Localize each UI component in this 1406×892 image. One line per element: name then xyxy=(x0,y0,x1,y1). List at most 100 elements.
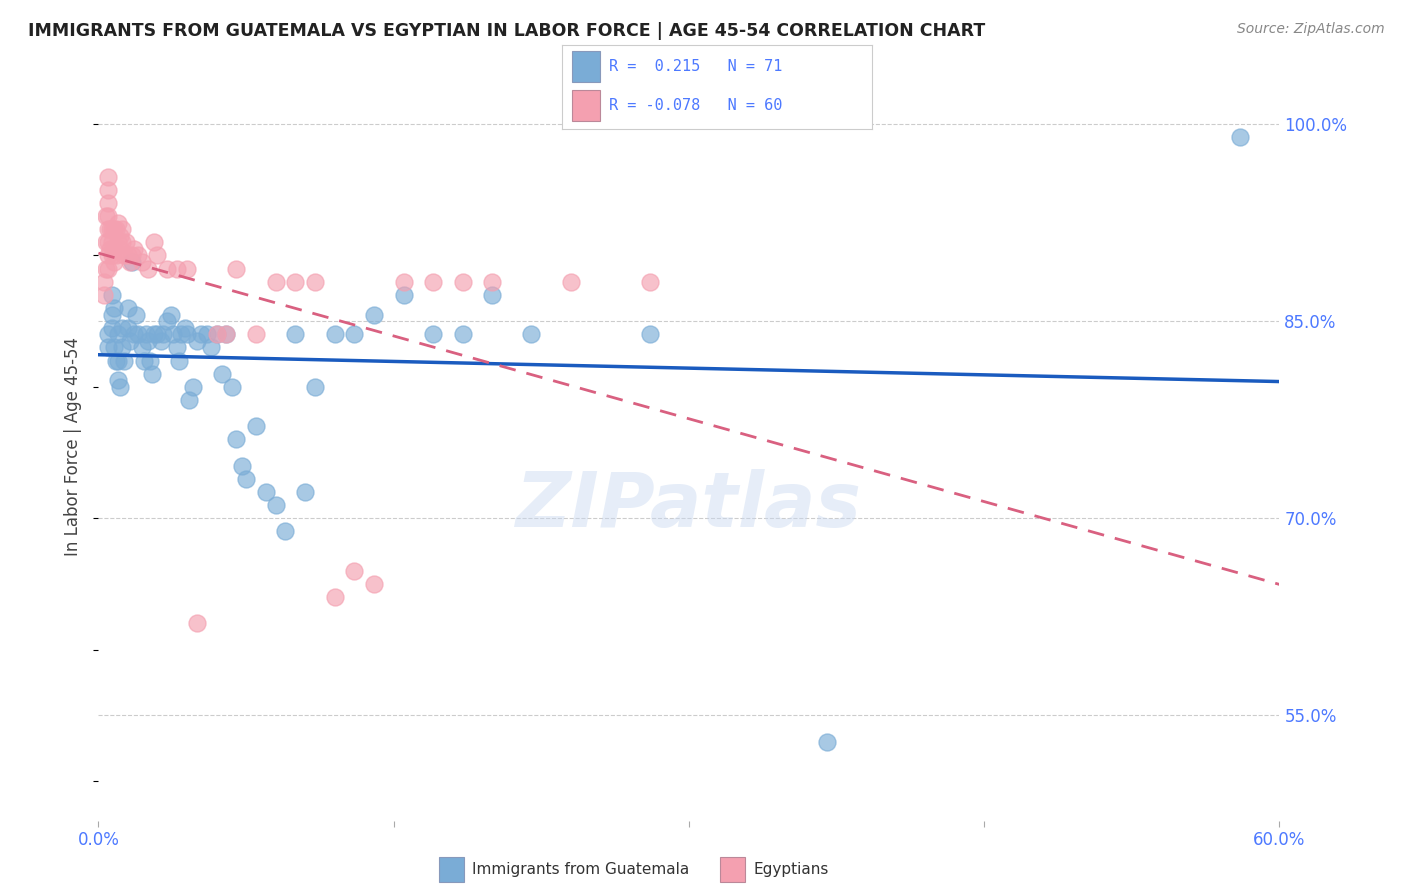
Point xyxy=(101,308,124,322)
Text: IMMIGRANTS FROM GUATEMALA VS EGYPTIAN IN LABOR FORCE | AGE 45-54 CORRELATION CHA: IMMIGRANTS FROM GUATEMALA VS EGYPTIAN IN… xyxy=(28,22,986,40)
Text: ZIPatlas: ZIPatlas xyxy=(516,469,862,543)
Point xyxy=(156,314,179,328)
Point xyxy=(160,308,183,322)
Point xyxy=(97,169,120,184)
Point xyxy=(205,327,228,342)
Point xyxy=(343,564,366,578)
Point xyxy=(136,334,159,348)
Point xyxy=(107,373,129,387)
Point xyxy=(150,334,173,348)
Point xyxy=(112,248,135,262)
Point xyxy=(135,327,157,342)
Point xyxy=(186,334,208,348)
Point xyxy=(108,228,131,243)
Point xyxy=(97,195,120,210)
Point xyxy=(118,255,141,269)
Point xyxy=(111,340,134,354)
Point xyxy=(245,327,267,342)
Point xyxy=(117,248,139,262)
Point xyxy=(392,288,415,302)
Point xyxy=(815,735,838,749)
Point xyxy=(274,524,297,539)
Point xyxy=(167,353,190,368)
Point xyxy=(132,353,155,368)
Point xyxy=(264,498,287,512)
Point xyxy=(107,235,129,250)
Point xyxy=(195,327,218,342)
Point xyxy=(107,353,129,368)
Point xyxy=(162,327,184,342)
Point xyxy=(93,275,115,289)
Point xyxy=(131,340,153,354)
Point xyxy=(254,485,277,500)
Point xyxy=(127,327,149,342)
Point xyxy=(96,209,118,223)
Point xyxy=(105,353,128,368)
Point xyxy=(111,222,134,236)
Point xyxy=(304,275,326,289)
Point xyxy=(111,235,134,250)
Point xyxy=(97,183,120,197)
Point xyxy=(101,288,124,302)
Point xyxy=(138,353,160,368)
Point xyxy=(186,616,208,631)
Point xyxy=(284,275,307,289)
Point xyxy=(98,222,121,236)
Point xyxy=(101,320,124,334)
Point xyxy=(101,248,124,262)
Point xyxy=(451,327,474,342)
Text: Source: ZipAtlas.com: Source: ZipAtlas.com xyxy=(1237,22,1385,37)
Point xyxy=(176,327,198,342)
Point xyxy=(392,275,415,289)
Point xyxy=(264,275,287,289)
Point xyxy=(117,301,139,315)
Point xyxy=(152,327,174,342)
Point xyxy=(211,367,233,381)
Point xyxy=(97,222,120,236)
Point xyxy=(142,327,165,342)
Point xyxy=(122,327,145,342)
Point xyxy=(170,327,193,342)
Point xyxy=(101,222,124,236)
Point xyxy=(103,222,125,236)
Point xyxy=(638,275,661,289)
Point xyxy=(205,327,228,342)
Point xyxy=(136,261,159,276)
Text: Immigrants from Guatemala: Immigrants from Guatemala xyxy=(472,863,690,877)
Point xyxy=(108,380,131,394)
Text: Egyptians: Egyptians xyxy=(754,863,830,877)
Point xyxy=(98,242,121,256)
Point xyxy=(107,327,129,342)
Point xyxy=(323,327,346,342)
Point xyxy=(363,577,385,591)
Y-axis label: In Labor Force | Age 45-54: In Labor Force | Age 45-54 xyxy=(65,336,83,556)
Point xyxy=(96,261,118,276)
Point xyxy=(235,472,257,486)
Point xyxy=(103,242,125,256)
Point xyxy=(97,340,120,354)
Bar xyxy=(572,90,599,120)
Point xyxy=(156,261,179,276)
Point xyxy=(97,261,120,276)
Point xyxy=(304,380,326,394)
Point xyxy=(146,248,169,262)
Point xyxy=(131,255,153,269)
Point xyxy=(146,327,169,342)
Point xyxy=(166,261,188,276)
Point xyxy=(231,458,253,473)
Point xyxy=(215,327,238,342)
Point xyxy=(176,261,198,276)
Bar xyxy=(720,857,745,882)
Point xyxy=(97,235,120,250)
Point xyxy=(103,340,125,354)
Text: R =  0.215   N = 71: R = 0.215 N = 71 xyxy=(609,59,782,74)
Point xyxy=(200,340,222,354)
Point xyxy=(560,275,582,289)
Point xyxy=(96,235,118,250)
Point xyxy=(142,235,165,250)
Point xyxy=(245,419,267,434)
Point xyxy=(118,334,141,348)
Point xyxy=(363,308,385,322)
Point xyxy=(112,353,135,368)
Point xyxy=(323,590,346,604)
